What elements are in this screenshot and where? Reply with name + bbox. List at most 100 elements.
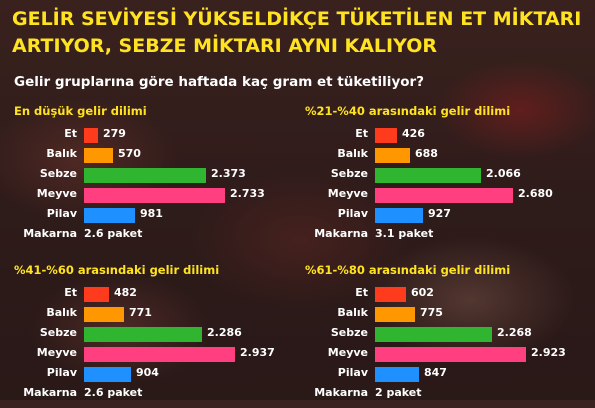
value-label: 602 [411, 286, 434, 299]
category-label: Balık [46, 147, 77, 160]
bar [84, 367, 131, 382]
bar-row: Pilav 927 [305, 205, 595, 225]
category-label: Meyve [36, 346, 77, 359]
value-label: 570 [118, 147, 141, 160]
bar-row: Et 279 [14, 125, 304, 145]
bar [84, 168, 206, 183]
bar [84, 327, 202, 342]
bar-row: Balık 775 [305, 304, 595, 324]
chart-panel: En düşük gelir dilimi Et 279 Balık 570 Sebze 2… [14, 104, 304, 249]
bar-row: Balık 771 [14, 304, 304, 324]
bar [375, 208, 423, 223]
value-label: 2.268 [497, 326, 532, 339]
category-label: Meyve [36, 187, 77, 200]
extra-value: 2.6 paket [84, 227, 143, 240]
extra-value: 3.1 paket [375, 227, 434, 240]
value-label: 771 [129, 306, 152, 319]
chart-panel: %61-%80 arasındaki gelir dilimi Et 602 Balı… [305, 263, 595, 408]
panel-title: %21-%40 arasındaki gelir dilimi [305, 104, 511, 118]
value-label: 927 [428, 207, 451, 220]
extra-row: Makarna 2 paket [305, 384, 595, 404]
panel-title: En düşük gelir dilimi [14, 104, 147, 118]
extra-row: Makarna 2.6 paket [14, 225, 304, 245]
category-label: Balık [46, 306, 77, 319]
bar-row: Sebze 2.066 [305, 165, 595, 185]
category-label: Et [355, 286, 368, 299]
bar [375, 128, 397, 143]
extra-row: Makarna 2.6 paket [14, 384, 304, 404]
value-label: 2.680 [518, 187, 553, 200]
category-label: Meyve [327, 346, 368, 359]
bar [375, 327, 492, 342]
category-label: Sebze [39, 167, 77, 180]
chart-panel: %21-%40 arasındaki gelir dilimi Et 426 Balı… [305, 104, 595, 249]
bar-row: Meyve 2.680 [305, 185, 595, 205]
bar-row: Et 602 [305, 284, 595, 304]
bar [375, 168, 481, 183]
headline: GELİR SEVİYESİ YÜKSELDİKÇE TÜKETİLEN ET … [12, 6, 587, 60]
category-label: Makarna [23, 386, 77, 399]
category-label: Balık [337, 147, 368, 160]
value-label: 2.373 [211, 167, 246, 180]
category-label: Pilav [46, 207, 77, 220]
bar [375, 307, 415, 322]
bar [84, 347, 235, 362]
value-label: 847 [424, 366, 447, 379]
bar [375, 148, 410, 163]
category-label: Makarna [314, 386, 368, 399]
chart-panel: %41-%60 arasındaki gelir dilimi Et 482 Balı… [14, 263, 304, 408]
category-label: Pilav [337, 207, 368, 220]
bar-row: Sebze 2.268 [305, 324, 595, 344]
category-label: Makarna [314, 227, 368, 240]
category-label: Sebze [39, 326, 77, 339]
bar [84, 148, 113, 163]
value-label: 775 [420, 306, 443, 319]
category-label: Balık [337, 306, 368, 319]
bar-row: Meyve 2.733 [14, 185, 304, 205]
bar [84, 307, 124, 322]
bar [375, 287, 406, 302]
bar-row: Sebze 2.373 [14, 165, 304, 185]
category-label: Sebze [330, 326, 368, 339]
panel-title: %41-%60 arasındaki gelir dilimi [14, 263, 220, 277]
bar-row: Et 482 [14, 284, 304, 304]
bar-row: Pilav 981 [14, 205, 304, 225]
extra-value: 2.6 paket [84, 386, 143, 399]
bar-row: Sebze 2.286 [14, 324, 304, 344]
value-label: 2.286 [207, 326, 242, 339]
extra-value: 2 paket [375, 386, 422, 399]
category-label: Pilav [337, 366, 368, 379]
bar-row: Balık 688 [305, 145, 595, 165]
bar [375, 347, 526, 362]
value-label: 2.733 [230, 187, 265, 200]
bar-row: Pilav 847 [305, 364, 595, 384]
category-label: Et [64, 127, 77, 140]
bar [84, 188, 225, 203]
bar-row: Pilav 904 [14, 364, 304, 384]
bar [84, 128, 98, 143]
extra-row: Makarna 3.1 paket [305, 225, 595, 245]
category-label: Pilav [46, 366, 77, 379]
value-label: 2.937 [240, 346, 275, 359]
bar [375, 367, 419, 382]
category-label: Et [355, 127, 368, 140]
category-label: Makarna [23, 227, 77, 240]
value-label: 482 [114, 286, 137, 299]
bar-row: Meyve 2.937 [14, 344, 304, 364]
panel-title: %61-%80 arasındaki gelir dilimi [305, 263, 511, 277]
value-label: 981 [140, 207, 163, 220]
bar [84, 287, 109, 302]
subtitle: Gelir gruplarına göre haftada kaç gram e… [14, 74, 425, 90]
category-label: Sebze [330, 167, 368, 180]
bar [84, 208, 135, 223]
value-label: 279 [103, 127, 126, 140]
value-label: 2.923 [531, 346, 566, 359]
value-label: 688 [415, 147, 438, 160]
bar-row: Meyve 2.923 [305, 344, 595, 364]
headline-line-2: ARTIYOR, SEBZE MİKTARI AYNI KALIYOR [12, 35, 437, 57]
category-label: Meyve [327, 187, 368, 200]
value-label: 2.066 [486, 167, 521, 180]
value-label: 426 [402, 127, 425, 140]
category-label: Et [64, 286, 77, 299]
bar [375, 188, 513, 203]
